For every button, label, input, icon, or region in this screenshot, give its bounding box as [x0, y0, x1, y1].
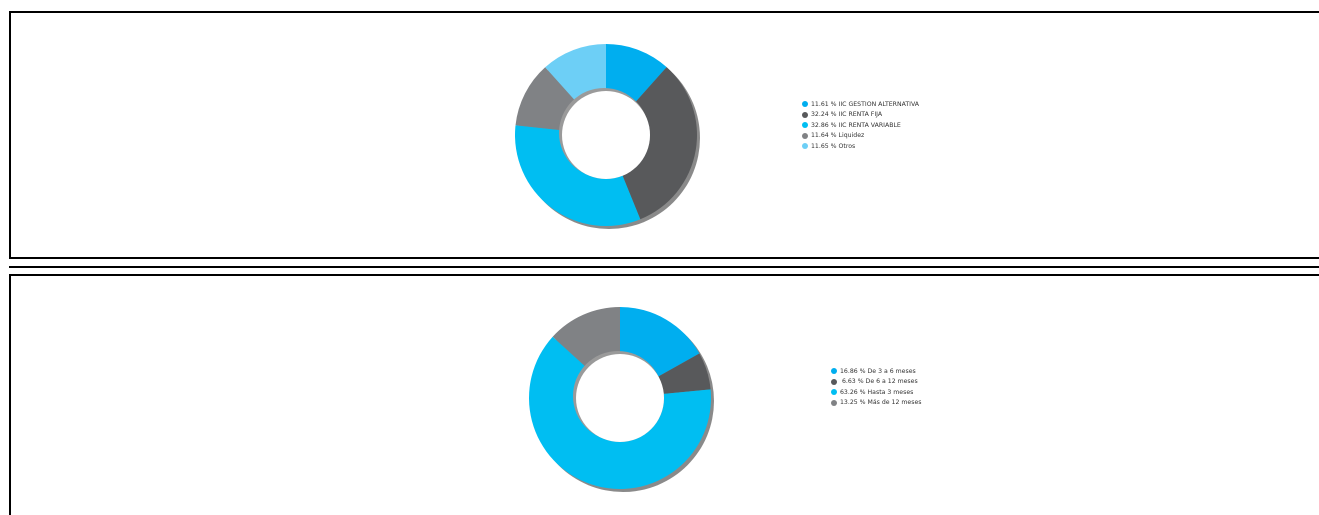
legend-1: 11.61 % IIC GESTION ALTERNATIVA 32.24 % …: [802, 99, 919, 152]
legend-label: 16.86 % De 3 a 6 meses: [840, 367, 916, 375]
legend-label: 11.65 % Otros: [811, 142, 856, 150]
legend-item: 11.61 % IIC GESTION ALTERNATIVA: [802, 99, 919, 110]
legend-label: 6.63 % De 6 a 12 meses: [840, 378, 918, 386]
legend-item: 16.86 % De 3 a 6 meses: [831, 366, 921, 377]
legend-swatch: [802, 132, 808, 139]
donut-hole: [576, 354, 664, 442]
legend-item: 63.26 % Hasta 3 meses: [831, 387, 921, 398]
legend-swatch: [802, 122, 808, 129]
legend-label: 63.26 % Hasta 3 meses: [840, 388, 914, 396]
pie-slice: [552, 307, 620, 369]
pie-slice: [515, 67, 577, 131]
legend-swatch: [831, 389, 837, 396]
pie-slice: [606, 44, 667, 103]
legend-item: 32.86 % IIC RENTA VARIABLE: [802, 120, 919, 131]
legend-item: 11.65 % Otros: [802, 141, 919, 152]
legend-label: 11.64 % Liquidez: [811, 132, 865, 140]
legend-swatch: [802, 143, 808, 150]
pie-slice: [622, 67, 697, 220]
legend-swatch: [831, 399, 837, 406]
legend-item: 11.64 % Liquidez: [802, 131, 919, 142]
legend-label: 32.24 % IIC RENTA FIJA: [811, 111, 883, 119]
legend-swatch: [831, 368, 837, 375]
pie-slice: [514, 125, 641, 227]
legend-label: 13.25 % Más de 12 meses: [840, 399, 922, 407]
legend-item: 6.63 % De 6 a 12 meses: [831, 377, 921, 388]
legend-label: 32.86 % IIC RENTA VARIABLE: [811, 121, 901, 129]
legend-2: 16.86 % De 3 a 6 meses 6.63 % De 6 a 12 …: [831, 366, 921, 408]
pie-slice: [529, 336, 711, 489]
donut-chart-2: [529, 307, 714, 492]
legend-label: 11.61 % IIC GESTION ALTERNATIVA: [811, 100, 920, 108]
pie-slice: [545, 44, 606, 103]
legend-item: 13.25 % Más de 12 meses: [831, 398, 921, 409]
legend-item: 32.24 % IIC RENTA FIJA: [802, 110, 919, 121]
pie-slice: [620, 307, 700, 377]
donut-hole: [562, 91, 650, 179]
pie-slice: [658, 353, 711, 394]
donut-chart-1: [514, 44, 700, 229]
legend-swatch: [802, 101, 808, 108]
legend-swatch: [831, 378, 837, 385]
legend-swatch: [802, 111, 808, 118]
divider-line: [9, 266, 1319, 268]
